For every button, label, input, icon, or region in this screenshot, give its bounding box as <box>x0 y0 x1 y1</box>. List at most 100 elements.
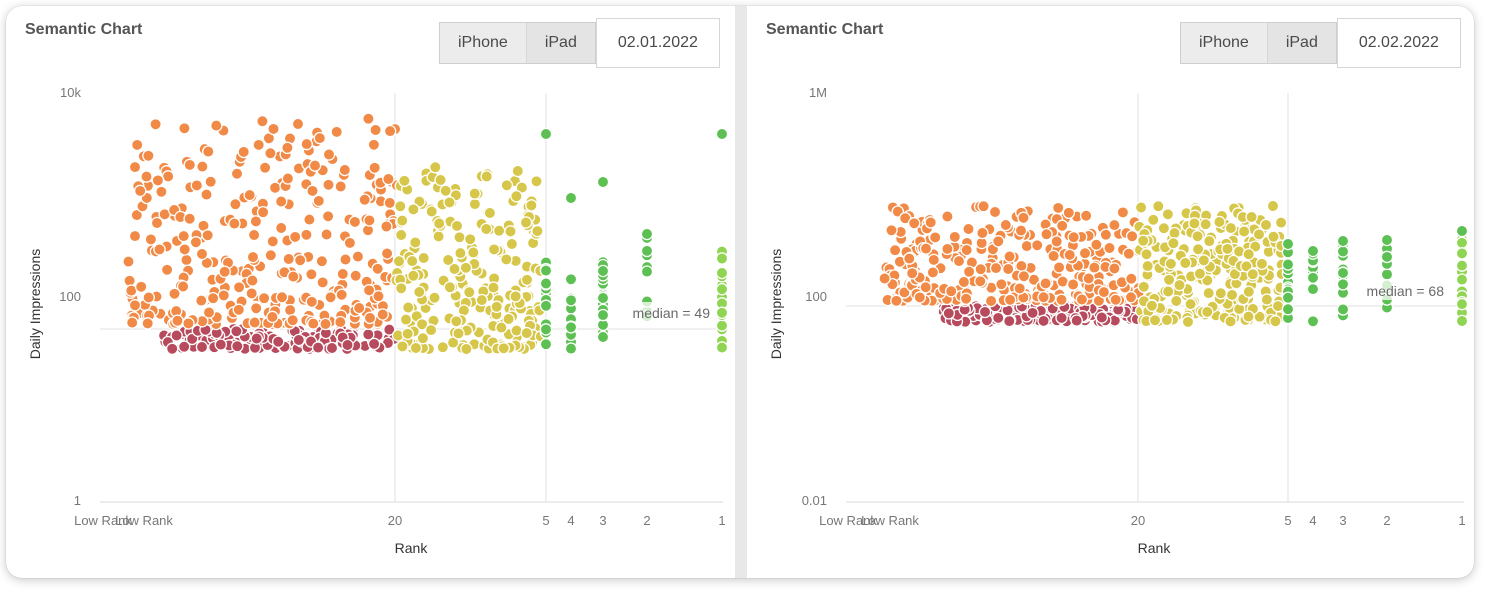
data-point <box>564 273 578 286</box>
data-point <box>1062 206 1076 220</box>
data-point <box>1047 249 1060 263</box>
data-point <box>1255 257 1269 271</box>
data-point <box>369 123 382 137</box>
data-point <box>322 178 335 192</box>
data-point <box>504 225 517 238</box>
iphone-tab[interactable]: iPhone <box>440 23 526 63</box>
data-point <box>436 340 450 354</box>
x-tick: 1 <box>718 513 725 528</box>
x-tick: 3 <box>1339 513 1346 528</box>
data-point <box>195 247 209 261</box>
data-point <box>715 127 729 141</box>
data-point <box>890 294 903 308</box>
scatter-chart: median = 68 1M 100 0.01 Low Rank Low Ran… <box>768 85 1469 556</box>
data-point <box>888 243 902 257</box>
data-point <box>1336 303 1350 316</box>
date-picker[interactable]: 02.01.2022 <box>595 18 720 68</box>
data-point <box>520 326 533 340</box>
median-label: median = 68 <box>1367 283 1445 299</box>
data-point <box>467 246 480 259</box>
data-point <box>1125 272 1138 285</box>
data-point <box>189 236 203 249</box>
chart-panel-2: Semantic Chart iPhone iPad 02.02.2022 me… <box>747 6 1474 578</box>
data-point <box>715 319 729 332</box>
data-point <box>1066 278 1080 291</box>
data-point <box>247 228 261 242</box>
data-point <box>1336 266 1350 280</box>
data-point <box>978 305 992 319</box>
data-point <box>1017 211 1030 225</box>
data-point <box>371 262 384 276</box>
x-axis-title: Rank <box>395 540 429 556</box>
data-point <box>368 161 381 175</box>
data-point <box>349 269 362 282</box>
x-tick: 2 <box>1383 513 1390 528</box>
data-point <box>510 324 523 337</box>
data-point <box>293 253 307 267</box>
data-point <box>1199 217 1212 231</box>
data-point <box>1224 221 1238 235</box>
data-point <box>178 243 191 256</box>
data-point <box>257 291 271 305</box>
data-point <box>409 236 422 249</box>
data-point <box>480 222 493 236</box>
data-point <box>1455 273 1469 286</box>
data-point <box>1097 285 1111 299</box>
data-point <box>256 205 270 219</box>
data-point <box>183 212 196 225</box>
data-point <box>1266 199 1280 213</box>
data-point <box>214 338 228 351</box>
data-point <box>463 233 477 246</box>
data-point <box>564 321 578 334</box>
data-point <box>1020 239 1034 253</box>
data-point <box>1067 230 1080 244</box>
data-point <box>463 285 476 299</box>
data-point <box>1188 217 1201 230</box>
iphone-tab[interactable]: iPhone <box>1181 23 1267 63</box>
data-point <box>394 200 407 213</box>
data-point <box>144 233 158 246</box>
data-point <box>1173 278 1186 292</box>
data-point <box>392 254 406 268</box>
data-point <box>321 210 335 223</box>
data-point <box>1455 297 1469 311</box>
data-point <box>275 290 289 304</box>
data-point <box>448 262 461 276</box>
data-point <box>128 160 142 174</box>
chart-title: Semantic Chart <box>25 21 143 38</box>
data-point <box>1164 257 1178 271</box>
data-point <box>363 214 376 227</box>
x-tick: 20 <box>388 513 402 528</box>
data-point <box>264 248 278 262</box>
data-point <box>399 313 413 326</box>
date-picker[interactable]: 02.02.2022 <box>1336 18 1461 68</box>
data-point <box>1125 229 1139 243</box>
data-point <box>1014 224 1028 237</box>
ipad-tab[interactable]: iPad <box>1266 23 1336 63</box>
data-point <box>519 216 533 229</box>
y-tick: 0.01 <box>802 493 827 508</box>
data-point <box>1051 201 1065 215</box>
data-point <box>515 181 529 194</box>
data-point <box>974 262 987 276</box>
data-point <box>417 251 430 265</box>
data-point <box>959 292 973 305</box>
ipad-tab[interactable]: iPad <box>525 23 595 63</box>
median-label: median = 49 <box>633 305 711 321</box>
data-point <box>358 193 371 206</box>
data-point <box>960 243 973 257</box>
data-point <box>1136 234 1150 247</box>
data-point <box>977 199 990 213</box>
data-point <box>177 340 191 353</box>
x-tick: 4 <box>567 513 574 528</box>
data-point <box>291 117 305 131</box>
data-point <box>413 285 426 299</box>
data-point <box>1221 242 1234 256</box>
data-point <box>497 342 510 355</box>
data-point <box>1108 218 1121 232</box>
data-point <box>338 163 352 177</box>
data-point <box>311 341 325 354</box>
data-point <box>1079 209 1093 222</box>
x-tick: 20 <box>1131 513 1145 528</box>
data-point <box>1108 262 1121 275</box>
